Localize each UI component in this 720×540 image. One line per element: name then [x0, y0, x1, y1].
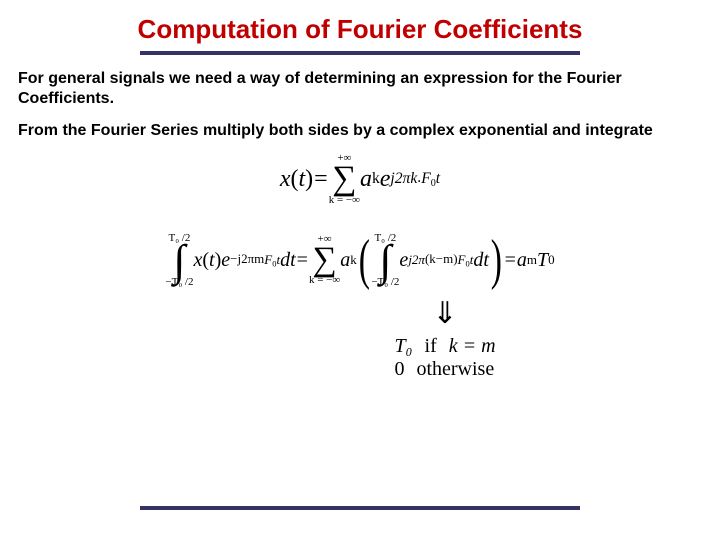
fs-sum-symbol: ∑	[332, 164, 356, 195]
ii-ie: e	[399, 249, 408, 272]
ii-right-paren: )	[491, 238, 502, 283]
ii-dt-left: dt	[280, 249, 296, 272]
ii-eq-1: =	[297, 249, 308, 272]
case1-cond: k = m	[449, 335, 496, 358]
ii-dt-inner: dt	[473, 249, 489, 272]
fs-e: e	[380, 166, 391, 193]
ii-sum: +∞ ∑ k = −∞	[309, 234, 340, 287]
ii-rhs-T: T	[537, 249, 548, 272]
fs-exp-k: k	[410, 170, 417, 188]
fs-exp-prefix: j2π	[390, 170, 410, 188]
ii-left-paren: (	[358, 238, 369, 283]
case-row-1: T₀ if k = m	[394, 335, 495, 358]
ii-e: e	[221, 249, 230, 272]
intro-paragraph-1: For general signals we need a way of det…	[18, 69, 702, 109]
bottom-divider	[140, 506, 580, 510]
intro-paragraph-2: From the Fourier Series multiply both si…	[18, 121, 702, 141]
fs-exp-t: t	[436, 170, 440, 188]
ii-a: a	[340, 249, 350, 272]
case1-val: T₀	[394, 335, 412, 358]
ii-inner-integral: T₀ /2 ∫ −T₀ /2	[371, 233, 399, 288]
case2-val: 0	[394, 358, 404, 381]
ii-iexp-prefix: j2π	[408, 252, 425, 268]
ii-rhs-T0: 0	[548, 252, 555, 268]
fs-a: a	[360, 166, 372, 193]
ii-exp-power: −j2πm	[230, 251, 264, 266]
ii-x: x	[193, 249, 202, 272]
implies-arrow: ⇓	[432, 296, 457, 331]
ii-lint-lower: −T₀ /2	[165, 277, 193, 288]
ii-iint-lower: −T₀ /2	[371, 277, 399, 288]
ii-sum-lower: k = −∞	[309, 275, 340, 286]
ii-left-integral: T₀ /2 ∫ −T₀ /2	[165, 233, 193, 288]
page-title: Computation of Fourier Coefficients	[16, 14, 704, 45]
case-row-2: 0 otherwise	[394, 358, 495, 381]
ii-iexp-F: F	[458, 252, 466, 268]
ii-iexp-km: (k−m)	[425, 251, 458, 266]
fs-lhs-x: x	[280, 166, 291, 193]
fs-a-sub: k	[372, 170, 380, 188]
ii-a-sub: k	[350, 252, 357, 268]
equation-integral-identity: T₀ /2 ∫ −T₀ /2 x(t)e−j2πmF0tdt = +∞ ∑ k …	[16, 228, 704, 288]
fs-lhs-t: t	[299, 166, 306, 193]
fs-sum-lower: k = −∞	[329, 195, 360, 206]
ii-iint-symbol: ∫	[379, 244, 391, 277]
ii-sum-symbol: ∑	[312, 245, 336, 276]
ii-rhs-a-sub: m	[527, 252, 537, 268]
case1-if: if	[425, 335, 437, 358]
implies-arrow-wrap: ⇓	[16, 288, 704, 331]
ii-rhs-a: a	[517, 249, 527, 272]
fs-sum: +∞ ∑ k = −∞	[329, 153, 360, 206]
equation-cases: T₀ if k = m 0 otherwise	[16, 331, 704, 381]
ii-lint-symbol: ∫	[173, 244, 185, 277]
equation-fourier-series: x(t) = +∞ ∑ k = −∞ ak ej2πk.F0t	[16, 153, 704, 206]
ii-eq-2: =	[505, 249, 516, 272]
case2-cond: otherwise	[416, 358, 494, 381]
fs-exp-F: F	[421, 170, 431, 188]
top-divider	[140, 51, 580, 55]
